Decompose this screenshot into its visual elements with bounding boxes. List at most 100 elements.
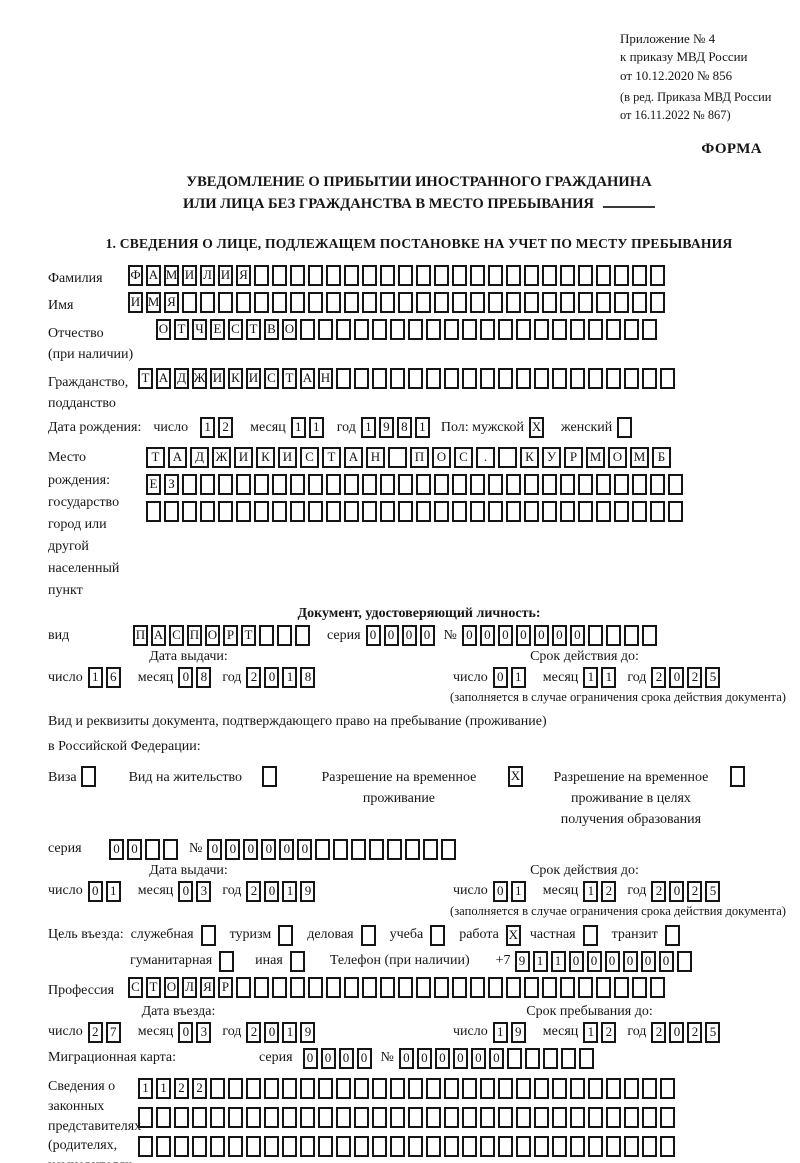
birth-month-cell[interactable]: 1 [308, 417, 324, 439]
residence-number-cell[interactable]: 0 [243, 838, 259, 860]
patronymic-cell[interactable]: О [156, 319, 171, 341]
representatives-row3-cell[interactable] [336, 1135, 351, 1157]
birthplace-row3-cell[interactable] [488, 501, 503, 523]
citizenship-cell[interactable] [336, 368, 351, 390]
representatives-row3-cell[interactable] [318, 1135, 333, 1157]
representatives-row2-cell[interactable] [354, 1106, 369, 1128]
profession-cell[interactable]: Л [182, 976, 197, 998]
givenname-cell[interactable]: И [128, 292, 143, 314]
birthplace-row3-cell[interactable] [650, 501, 665, 523]
residence-issue-year-cell[interactable]: 9 [300, 880, 316, 902]
profession-cell[interactable] [416, 976, 431, 998]
representatives-row2-cell[interactable] [174, 1106, 189, 1128]
surname-cell[interactable]: Л [200, 264, 215, 286]
givenname-cell[interactable] [200, 292, 215, 314]
birthplace-row2-cell[interactable] [506, 474, 521, 496]
citizenship-cell[interactable] [462, 368, 477, 390]
patronymic-cell[interactable] [408, 319, 423, 341]
residence-series-cell[interactable] [145, 838, 160, 860]
residence-series-cell[interactable] [163, 838, 178, 860]
representatives-row3-cell[interactable] [156, 1135, 171, 1157]
profession-cell[interactable] [578, 976, 593, 998]
givenname-cell[interactable] [452, 292, 467, 314]
migration-number-cell[interactable] [578, 1047, 594, 1069]
residence-number-cell[interactable]: 0 [207, 838, 223, 860]
stay-year-cell[interactable]: 2 [687, 1021, 703, 1043]
representatives-row1-cell[interactable] [282, 1077, 297, 1099]
migration-number-cell[interactable]: 0 [416, 1047, 432, 1069]
residence-valid-day-cell[interactable]: 1 [510, 880, 526, 902]
surname-cell[interactable]: Ф [128, 264, 143, 286]
birthplace-row3-cell[interactable] [560, 501, 575, 523]
representatives-row2-cell[interactable] [444, 1106, 459, 1128]
birthplace-row3-cell[interactable] [146, 501, 161, 523]
birthplace-row2-cell[interactable] [326, 474, 341, 496]
residence-valid-year-cell[interactable]: 0 [669, 880, 685, 902]
birthplace-row1-cell[interactable]: А [168, 447, 187, 469]
representatives-row1-cell[interactable] [228, 1077, 243, 1099]
residence-series-cell[interactable]: 0 [109, 838, 124, 860]
residence-issue-month-cell[interactable]: 0 [178, 880, 194, 902]
citizenship-cell[interactable] [426, 368, 441, 390]
birthplace-row1-cell[interactable]: П [410, 447, 429, 469]
citizenship-cell[interactable]: К [228, 368, 243, 390]
representatives-row3-cell[interactable] [534, 1135, 549, 1157]
residence-issue-year-cell[interactable]: 1 [282, 880, 298, 902]
citizenship-cell[interactable] [588, 368, 603, 390]
birthplace-row3-cell[interactable] [632, 501, 647, 523]
phone-number-cell[interactable] [676, 950, 692, 972]
birthplace-row2-cell[interactable] [650, 474, 665, 496]
representatives-row2-cell[interactable] [138, 1106, 153, 1128]
doc-number-cell[interactable] [587, 625, 603, 647]
representatives-row1-cell[interactable]: 2 [174, 1077, 189, 1099]
representatives-row3-cell[interactable] [210, 1135, 225, 1157]
doc-issue-month-cell[interactable]: 8 [196, 667, 212, 689]
representatives-row2-cell[interactable] [570, 1106, 585, 1128]
representatives-row1-cell[interactable]: 1 [156, 1077, 171, 1099]
doc-type-cell[interactable] [259, 625, 274, 647]
entry-year-cell[interactable]: 1 [282, 1021, 298, 1043]
profession-cell[interactable]: О [164, 976, 179, 998]
doc-valid-year-cell[interactable]: 5 [705, 667, 721, 689]
birthplace-row2-cell[interactable] [236, 474, 251, 496]
birthplace-row3-cell[interactable] [506, 501, 521, 523]
birthplace-row3-cell[interactable] [200, 501, 215, 523]
representatives-row3-cell[interactable] [390, 1135, 405, 1157]
birth-year-cell[interactable]: 1 [360, 417, 376, 439]
representatives-row2-cell[interactable] [156, 1106, 171, 1128]
patronymic-cell[interactable] [426, 319, 441, 341]
purpose-tourism-checkbox-cell[interactable] [278, 924, 294, 946]
givenname-cell[interactable] [560, 292, 575, 314]
representatives-row2-cell[interactable] [534, 1106, 549, 1128]
doc-number-cell[interactable]: 0 [551, 625, 567, 647]
representatives-row3-cell[interactable] [588, 1135, 603, 1157]
residence-valid-year-cell[interactable]: 2 [651, 880, 667, 902]
purpose-humanitarian-checkbox-cell[interactable] [219, 950, 235, 972]
citizenship-cell[interactable] [390, 368, 405, 390]
surname-cell[interactable] [362, 264, 377, 286]
birthplace-row1-cell[interactable]: С [454, 447, 473, 469]
patronymic-cell[interactable]: Е [210, 319, 225, 341]
birthplace-row1-cell[interactable]: С [300, 447, 319, 469]
residence-series-cell[interactable]: 0 [127, 838, 142, 860]
citizenship-cell[interactable]: А [156, 368, 171, 390]
sex-female-checkbox-cell[interactable] [617, 417, 633, 439]
profession-cell[interactable] [524, 976, 539, 998]
surname-cell[interactable] [398, 264, 413, 286]
representatives-row2-cell[interactable] [552, 1106, 567, 1128]
birthplace-row1-cell[interactable]: И [234, 447, 253, 469]
representatives-row1-cell[interactable] [552, 1077, 567, 1099]
migration-number-cell[interactable] [524, 1047, 540, 1069]
phone-number-cell[interactable]: 0 [604, 950, 620, 972]
representatives-row3-cell[interactable] [624, 1135, 639, 1157]
birthplace-row2-cell[interactable] [380, 474, 395, 496]
patronymic-cell[interactable] [516, 319, 531, 341]
residence-issue-day-cell[interactable]: 0 [87, 880, 103, 902]
doc-number-cell[interactable]: 0 [515, 625, 531, 647]
representatives-row2-cell[interactable] [588, 1106, 603, 1128]
citizenship-cell[interactable] [660, 368, 675, 390]
birthplace-row3-cell[interactable] [344, 501, 359, 523]
representatives-row1-cell[interactable] [480, 1077, 495, 1099]
birthplace-row2-cell[interactable] [560, 474, 575, 496]
representatives-row3-cell[interactable] [426, 1135, 441, 1157]
